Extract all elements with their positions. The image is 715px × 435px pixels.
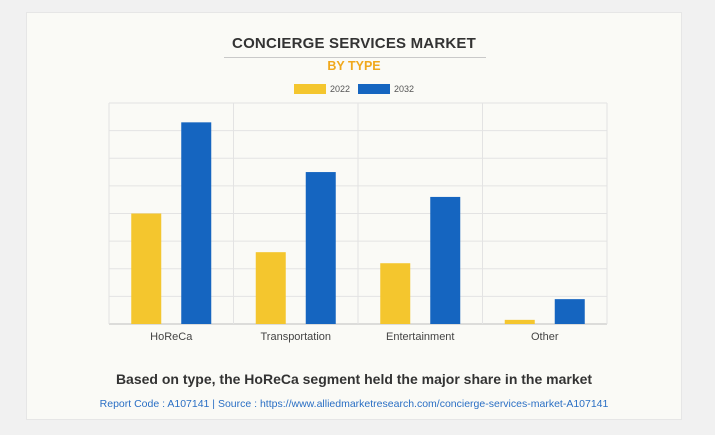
x-tick-label: HoReCa bbox=[150, 331, 193, 343]
chart-subtitle: BY TYPE bbox=[327, 59, 381, 73]
chart-card: CONCIERGE SERVICES MARKET BY TYPE 2022 2… bbox=[26, 12, 682, 420]
bar-chart: HoReCa Transportation Entertainment Other bbox=[108, 102, 608, 343]
x-tick-label: Transportation bbox=[260, 331, 331, 343]
bar-2022-transportation bbox=[255, 252, 286, 324]
bar-2022-horeca bbox=[131, 213, 162, 324]
x-tick-label: Other bbox=[531, 331, 559, 343]
legend-label-2022: 2022 bbox=[329, 84, 350, 94]
bar-2032-entertainment bbox=[430, 196, 461, 324]
x-tick-label: Entertainment bbox=[386, 331, 454, 343]
source-line: Report Code : A107141 | Source : https:/… bbox=[99, 398, 609, 410]
bar-2022-other bbox=[504, 319, 535, 324]
bar-2032-horeca bbox=[181, 122, 212, 325]
chart-legend: 2022 2032 bbox=[27, 84, 681, 94]
legend-swatch-2022 bbox=[293, 84, 326, 94]
legend-swatch-2032 bbox=[358, 84, 390, 94]
chart-caption: Based on type, the HoReCa segment held t… bbox=[115, 371, 593, 387]
bar-2022-entertainment bbox=[380, 263, 411, 324]
title-divider bbox=[224, 57, 486, 58]
bar-2032-other bbox=[554, 299, 585, 324]
bar-2032-transportation bbox=[305, 172, 336, 324]
chart-title: CONCIERGE SERVICES MARKET bbox=[232, 35, 476, 52]
legend-label-2032: 2032 bbox=[394, 84, 415, 94]
legend-item-2022: 2022 bbox=[293, 84, 350, 94]
legend-item-2032: 2032 bbox=[358, 84, 414, 94]
